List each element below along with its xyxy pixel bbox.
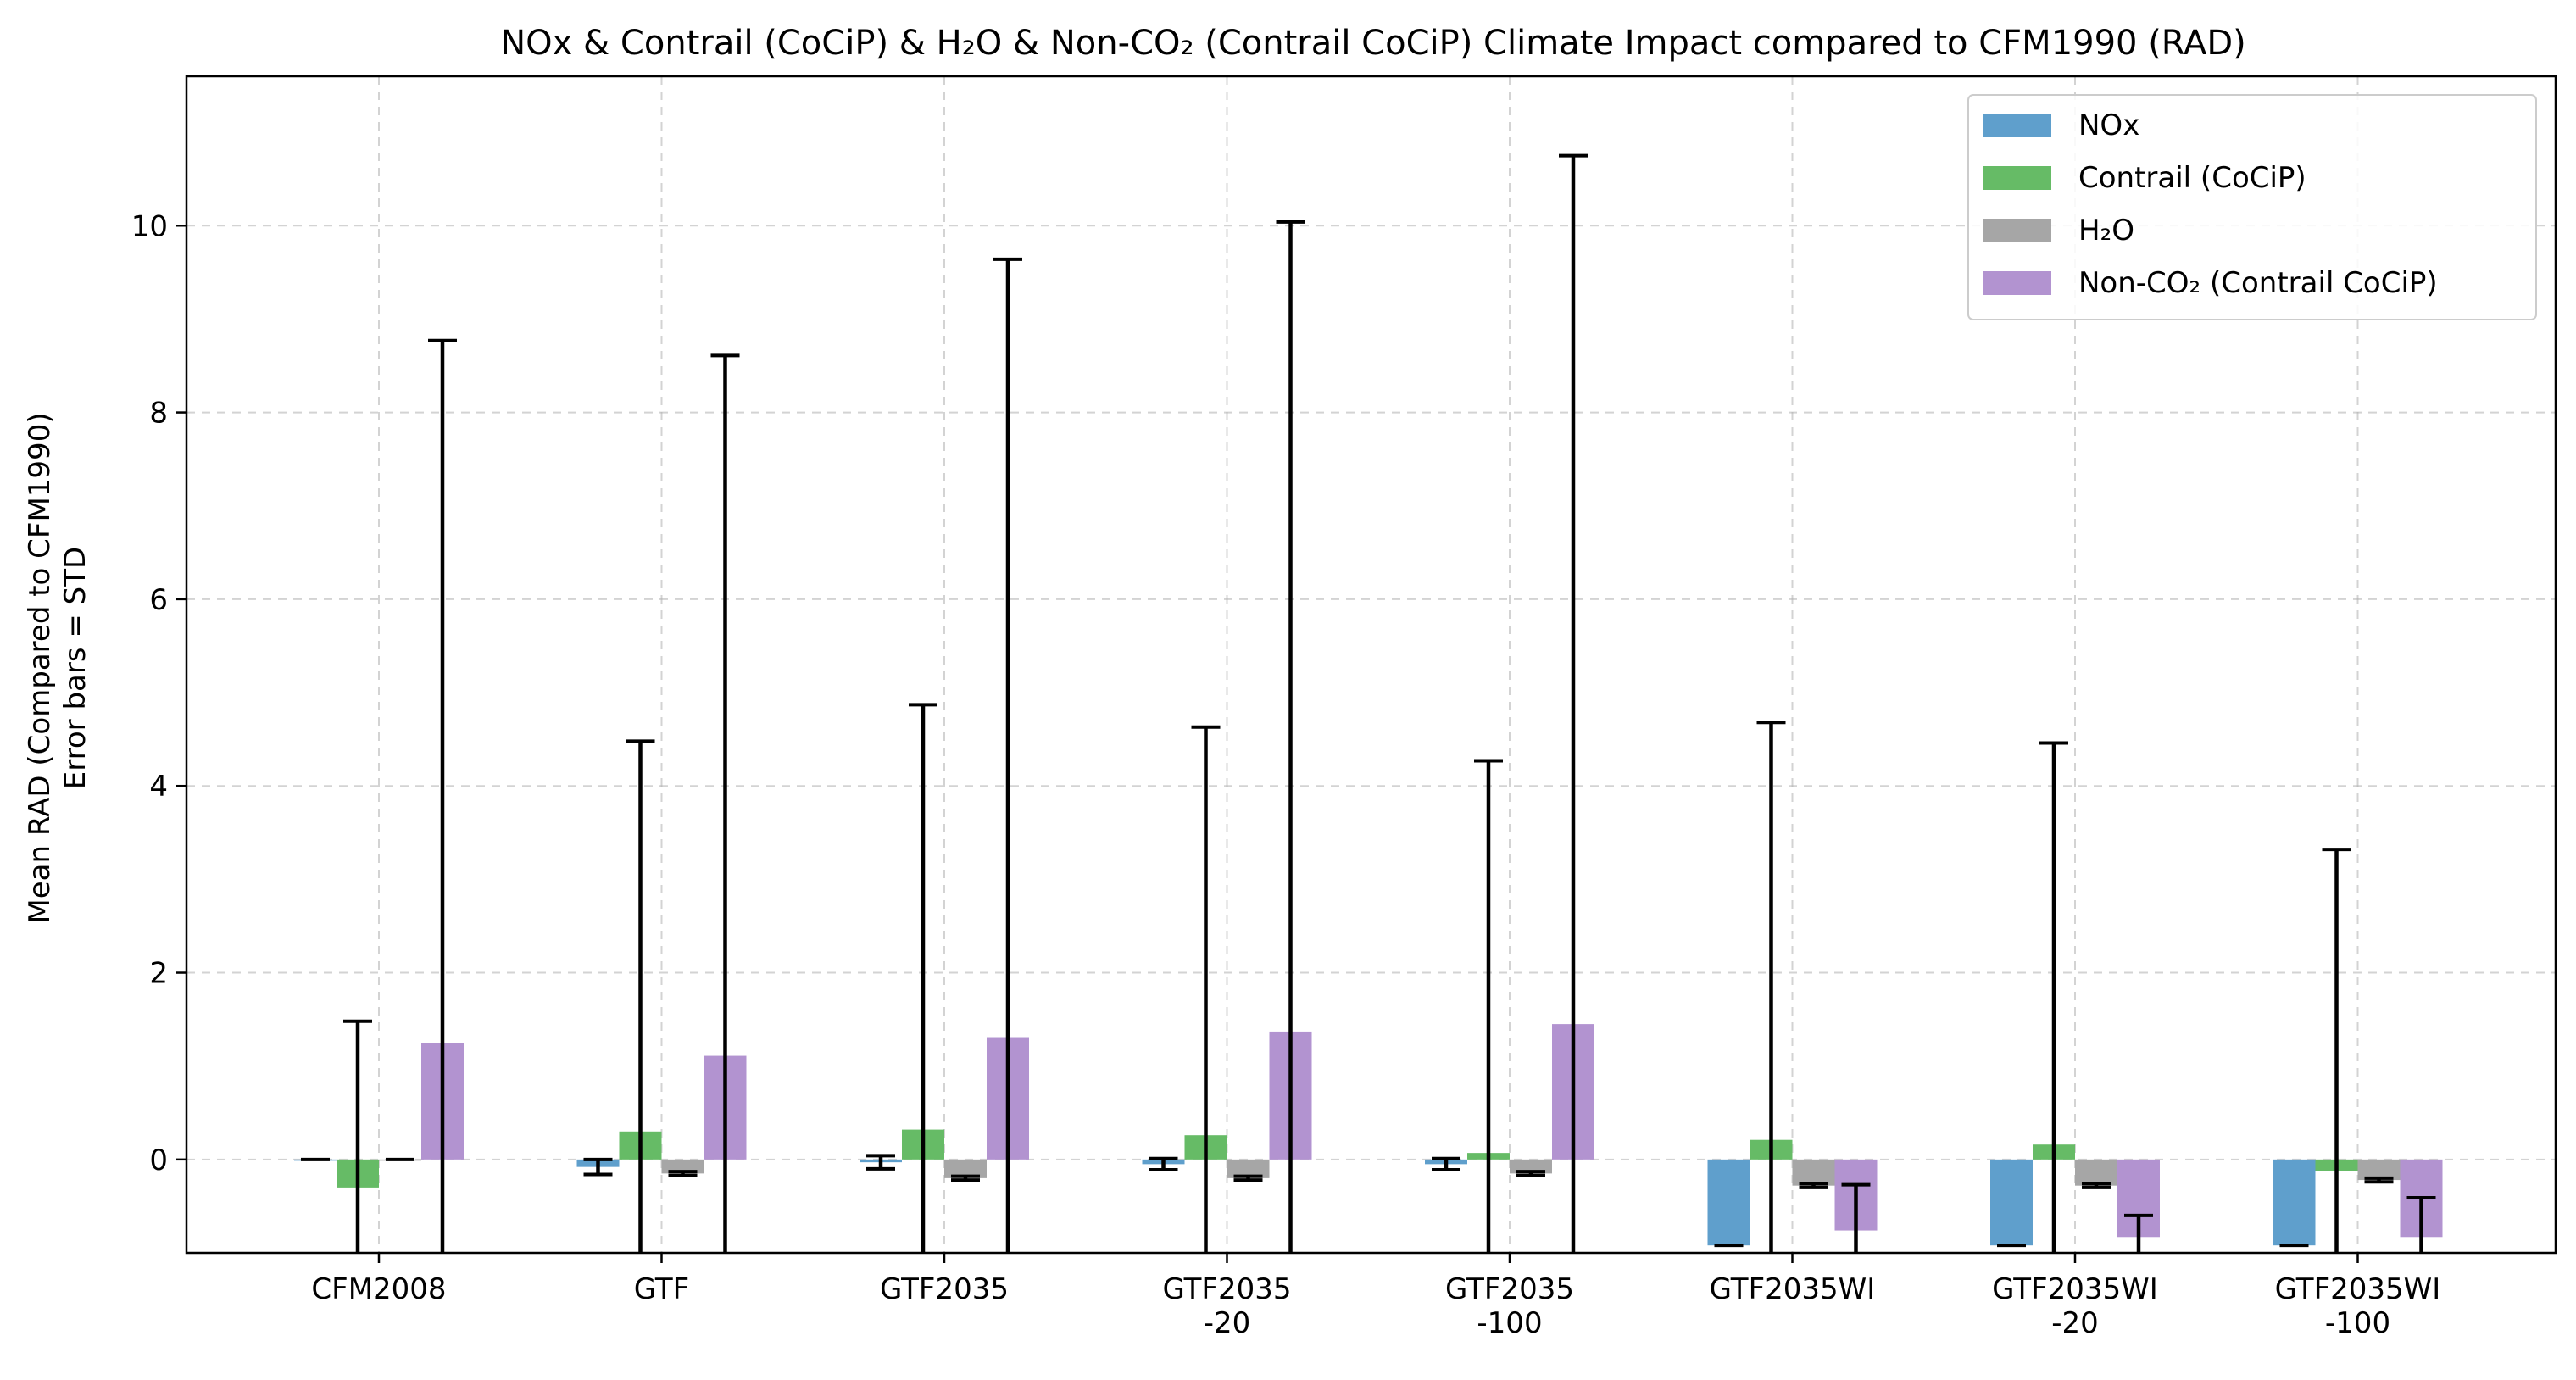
y-axis-ticks: 0 2 4 6 8 10 (131, 209, 186, 1177)
bar-0-6 (1990, 1159, 2033, 1246)
x-tick-label: GTF2035WI (1710, 1272, 1876, 1306)
legend-label-3: Non-CO₂ (Contrail CoCiP) (2078, 266, 2438, 300)
plot-frame (185, 75, 2557, 1255)
x-tick-label: GTF (634, 1272, 689, 1306)
legend-label-2: H₂O (2078, 214, 2134, 248)
x-tick-label: GTF2035WI (2275, 1272, 2441, 1306)
bar-2-5 (1792, 1159, 1835, 1186)
bar-2-2 (944, 1159, 987, 1178)
x-tick-label: GTF2035WI (1992, 1272, 2158, 1306)
legend: NOx Contrail (CoCiP) H₂O Non-CO₂ (Contrail … (1967, 94, 2537, 320)
chart-title: NOx & Contrail (CoCiP) & H₂O & Non-CO₂ (… (500, 24, 2246, 63)
y-tick-label: 0 (149, 1144, 168, 1177)
legend-swatch-0 (1983, 114, 2051, 137)
legend-swatch-1 (1983, 166, 2051, 190)
y-tick-label: 10 (131, 209, 168, 243)
y-tick-label: 2 (149, 957, 168, 991)
error-bars (301, 153, 2436, 1253)
bar-0-7 (2273, 1159, 2316, 1246)
x-axis-ticks: CFM2008 GTF GTF2035 GTF2035-20GTF2035-100GT… (311, 1253, 2440, 1340)
x-tick-label: -100 (1477, 1306, 1542, 1340)
x-tick-label: -20 (2051, 1306, 2099, 1340)
legend-label-1: Contrail (CoCiP) (2078, 161, 2306, 195)
bar-2-3 (1227, 1159, 1270, 1178)
axes (185, 75, 2557, 1255)
x-tick-label: GTF2035 (880, 1272, 1009, 1306)
bar-2-6 (2075, 1159, 2117, 1186)
y-axis-label: Mean RAD (Compared to CFM1990) Error bar… (23, 412, 92, 923)
legend-swatch-2 (1983, 219, 2051, 242)
y-tick-label: 6 (149, 583, 168, 617)
y-tick-label: 4 (149, 770, 168, 804)
x-tick-label: GTF2035 (1445, 1272, 1574, 1306)
y-axis-label-line-2: Error bars = STD (58, 547, 92, 789)
y-tick-label: 8 (149, 397, 168, 431)
legend-label-0: NOx (2078, 109, 2139, 142)
x-tick-label: GTF2035 (1163, 1272, 1292, 1306)
x-tick-label: -100 (2325, 1306, 2390, 1340)
bar-0-5 (1707, 1159, 1750, 1246)
x-tick-label: CFM2008 (311, 1272, 446, 1306)
x-tick-label: -20 (1204, 1306, 1251, 1340)
y-axis-label-line-1: Mean RAD (Compared to CFM1990) (23, 412, 57, 923)
legend-box (1967, 94, 2537, 320)
legend-swatch-3 (1983, 271, 2051, 295)
